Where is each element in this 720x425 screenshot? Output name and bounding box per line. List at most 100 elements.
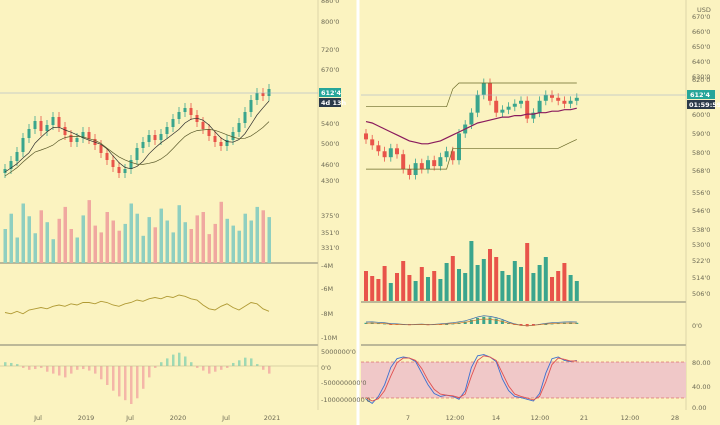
stochastic-band bbox=[361, 362, 686, 398]
right-price-tick: 600'0 bbox=[692, 111, 710, 119]
right-volume-bar bbox=[444, 263, 449, 301]
left-oscillator-bar bbox=[142, 366, 145, 389]
left-candle bbox=[45, 125, 49, 131]
left-oscillator-bar bbox=[46, 366, 49, 372]
left-candle bbox=[165, 127, 169, 134]
right-macd-bar bbox=[544, 324, 548, 325]
right-volume-bar bbox=[395, 273, 399, 301]
left-price-tick: 460'0 bbox=[321, 161, 339, 169]
right-candle bbox=[370, 139, 375, 146]
left-candle bbox=[207, 129, 211, 136]
left-volume-bar bbox=[261, 210, 265, 263]
right-macd-bar bbox=[525, 324, 529, 327]
left-candle bbox=[153, 135, 157, 140]
left-oscillator-bar bbox=[130, 366, 133, 404]
right-volume-bar bbox=[401, 261, 406, 301]
left-x-tick: 2019 bbox=[78, 414, 95, 422]
right-volume-bar bbox=[494, 257, 499, 301]
right-price-tick: 538'0 bbox=[692, 226, 710, 234]
right-volume-bar bbox=[512, 261, 517, 301]
left-x-tick: Jul bbox=[33, 414, 42, 422]
left-volume-bar bbox=[219, 201, 223, 263]
right-volume-bar bbox=[537, 265, 542, 301]
right-price-badge bbox=[687, 90, 715, 99]
left-oscillator-bar bbox=[196, 366, 199, 368]
left-candle bbox=[87, 132, 91, 139]
right-candle bbox=[562, 100, 567, 104]
right-price-tick: 568'0 bbox=[692, 167, 710, 175]
right-candle bbox=[426, 160, 430, 170]
left-oscillator2-tick: -1000000000'0 bbox=[321, 396, 371, 404]
right-price-tick: 660'0 bbox=[692, 28, 710, 36]
right-macd-line bbox=[365, 315, 577, 327]
left-volume-bar bbox=[201, 212, 205, 263]
right-candle bbox=[395, 148, 399, 155]
right-band-upper bbox=[366, 82, 577, 108]
left-oscillator-bar bbox=[268, 366, 271, 374]
left-price-tick: 540'0 bbox=[321, 120, 339, 128]
left-volume-bar bbox=[39, 210, 43, 263]
right-volume-bar bbox=[376, 279, 381, 301]
left-oscillator-bar bbox=[106, 366, 109, 385]
left-candle bbox=[105, 153, 109, 160]
left-candle bbox=[213, 136, 217, 142]
right-candle bbox=[444, 151, 449, 158]
right-candle bbox=[481, 82, 486, 95]
left-oscillator-bar bbox=[208, 366, 211, 374]
right-candle bbox=[364, 133, 368, 140]
left-price-tick: 500'0 bbox=[321, 140, 339, 148]
left-volume-bar bbox=[153, 227, 157, 263]
right-candle bbox=[500, 109, 505, 113]
left-price-tick: 720'0 bbox=[321, 46, 339, 54]
left-countdown-badge bbox=[319, 98, 341, 107]
right-macd-bar bbox=[364, 322, 368, 324]
right-volume-bar bbox=[419, 267, 424, 301]
left-oscillator2-tick: 5000000'0 bbox=[321, 348, 356, 356]
left-candle bbox=[225, 140, 229, 146]
left-oscillator-bar bbox=[148, 366, 151, 378]
left-volume-bar bbox=[93, 225, 97, 263]
left-candle bbox=[3, 169, 7, 173]
right-candle bbox=[543, 94, 548, 101]
right-candle bbox=[506, 106, 511, 110]
right-volume-bar bbox=[543, 257, 548, 301]
right-moving-average bbox=[365, 107, 577, 145]
left-volume-bar bbox=[237, 230, 241, 263]
left-oscillator-bar bbox=[226, 366, 229, 368]
left-oscillator-bar bbox=[172, 354, 175, 366]
right-price-tick: 546'0 bbox=[692, 207, 710, 215]
left-candle bbox=[255, 93, 259, 100]
right-price-tick: 650'0 bbox=[692, 43, 710, 51]
right-countdown-badge bbox=[687, 100, 715, 109]
left-countdown-badge-text: 4d 13h bbox=[321, 99, 346, 107]
left-oscillator-tick: -6M bbox=[321, 285, 333, 293]
right-candle bbox=[531, 112, 536, 119]
left-oscillator-bar bbox=[94, 366, 97, 374]
left-candle bbox=[231, 132, 235, 140]
right-price-tick: 522'0 bbox=[692, 257, 710, 265]
right-volume-bar bbox=[556, 271, 561, 301]
right-volume-bar bbox=[413, 281, 418, 301]
right-macd-bar bbox=[469, 319, 473, 324]
left-x-tick: Jul bbox=[125, 414, 134, 422]
left-price-tick: 375'0 bbox=[321, 212, 339, 220]
left-candle bbox=[9, 161, 13, 169]
right-x-tick: 12:00 bbox=[446, 414, 465, 422]
right-macd-bar bbox=[494, 318, 498, 324]
left-volume-bar bbox=[177, 205, 181, 263]
right-band-lower bbox=[366, 139, 577, 170]
left-oscillator-bar bbox=[28, 366, 31, 370]
right-stochastic-k bbox=[365, 354, 577, 404]
right-volume-bar bbox=[525, 243, 530, 301]
left-volume-bar bbox=[171, 232, 175, 263]
right-currency-label: USD bbox=[697, 6, 711, 14]
left-candle bbox=[69, 135, 73, 142]
left-candle bbox=[15, 152, 19, 161]
left-price-tick: 430'0 bbox=[321, 177, 339, 185]
right-x-tick: 12:00 bbox=[531, 414, 550, 422]
left-oscillator-bar bbox=[124, 366, 127, 401]
left-x-tick: 2020 bbox=[170, 414, 187, 422]
left-candle bbox=[159, 134, 163, 140]
right-stochastic-d bbox=[365, 355, 577, 402]
left-oscillator-bar bbox=[82, 366, 85, 370]
